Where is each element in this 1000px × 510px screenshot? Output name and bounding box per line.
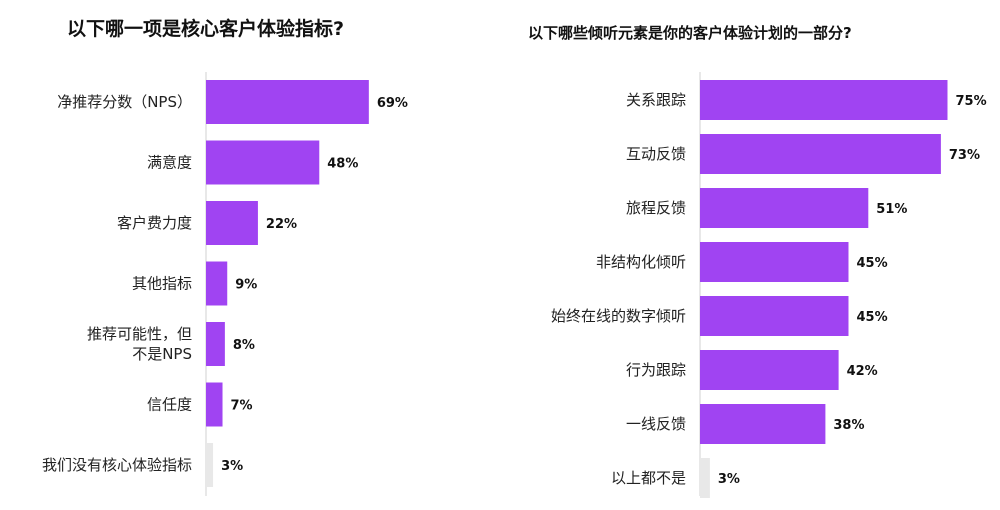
right-chart-title: 以下哪些倾听元素是你的客户体验计划的一部分?	[528, 24, 852, 42]
left-bar-chart: 69% 净推荐分数（NPS） 48% 满意度 22% 客户费力度 9% 其他指标 8% 推荐可能性…	[42, 72, 408, 496]
right-value-label-4: 45%	[857, 256, 888, 271]
left-category-label-5: 推荐可能性，但不是NPS	[87, 325, 192, 363]
left-bar-3	[206, 201, 258, 245]
right-category-label-3: 旅程反馈	[626, 199, 686, 217]
left-value-label-4: 9%	[235, 278, 257, 293]
left-chart-title: 以下哪一项是核心客户体验指标?	[67, 18, 345, 40]
left-value-label-5: 8%	[233, 338, 255, 353]
right-bar-5	[700, 296, 849, 336]
right-bar-8	[700, 458, 710, 498]
right-category-label-6: 行为跟踪	[626, 361, 686, 379]
left-bar-1	[206, 80, 369, 124]
right-value-label-1: 75%	[956, 94, 987, 109]
right-category-label-2: 互动反馈	[626, 145, 686, 163]
right-bar-6	[700, 350, 839, 390]
left-bar-4	[206, 261, 228, 306]
right-value-label-2: 73%	[949, 148, 980, 163]
right-bar-1	[700, 80, 948, 120]
right-value-label-5: 45%	[857, 310, 888, 325]
right-category-label-1: 关系跟踪	[626, 91, 686, 109]
left-bar-6	[206, 382, 223, 427]
right-category-label-4: 非结构化倾听	[596, 253, 686, 271]
left-bar-2	[206, 140, 320, 185]
left-category-label-1: 净推荐分数（NPS）	[57, 93, 192, 111]
right-value-label-7: 38%	[833, 418, 864, 433]
right-bar-3	[700, 188, 869, 228]
left-category-label-6: 信任度	[147, 396, 192, 414]
left-value-label-1: 69%	[377, 96, 408, 111]
left-category-label-4: 其他指标	[132, 275, 192, 293]
right-value-label-8: 3%	[718, 472, 740, 487]
left-value-label-7: 3%	[221, 459, 243, 474]
left-bar-5	[206, 322, 225, 366]
left-category-label-7: 我们没有核心体验指标	[42, 456, 192, 474]
left-bar-7	[206, 443, 214, 487]
right-category-label-7: 一线反馈	[626, 415, 686, 433]
left-category-label-2: 满意度	[147, 154, 192, 172]
right-bar-2	[700, 134, 941, 174]
left-category-label-3: 客户费力度	[117, 214, 192, 232]
left-value-label-3: 22%	[266, 217, 297, 232]
right-bar-7	[700, 404, 826, 444]
right-category-label-8: 以上都不是	[611, 469, 686, 487]
right-bar-4	[700, 242, 849, 282]
right-value-label-6: 42%	[847, 364, 878, 379]
right-value-label-3: 51%	[876, 202, 907, 217]
right-bar-chart: 75% 关系跟踪 73% 互动反馈 51% 旅程反馈 45% 非结构化倾听 45% 始终在线的数字…	[551, 72, 987, 498]
right-category-label-5: 始终在线的数字倾听	[551, 307, 686, 325]
left-value-label-6: 7%	[231, 399, 253, 414]
left-value-label-2: 48%	[327, 157, 358, 172]
